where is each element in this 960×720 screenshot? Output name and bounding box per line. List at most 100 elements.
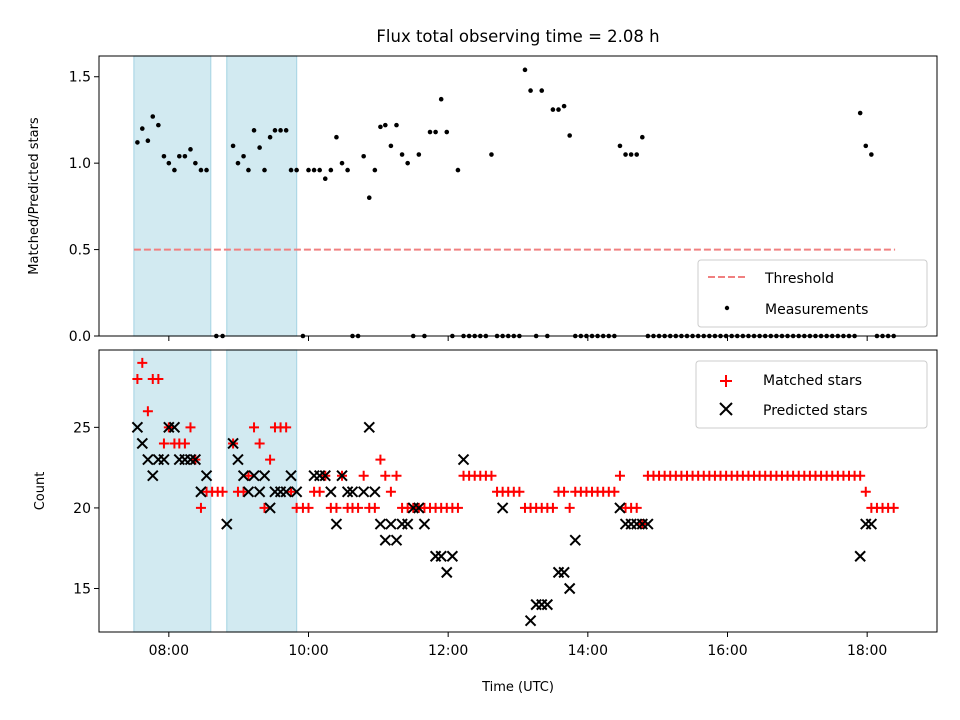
predicted-star-point (285, 469, 297, 482)
predicted-star-point (457, 453, 470, 466)
measurement-point (204, 167, 209, 173)
measurement-point (322, 176, 328, 182)
measurement-point (634, 152, 640, 157)
predicted-star-point (865, 518, 878, 530)
matched-star-point (564, 502, 575, 513)
measurement-point (135, 140, 140, 145)
predicted-star-point (290, 486, 303, 498)
top-panel-frame (98, 55, 938, 337)
matched-legend-swatch (720, 375, 732, 387)
matched-star-point (249, 422, 260, 433)
predicted-star-point (136, 437, 149, 450)
y-tick-label: 0.0 (69, 329, 91, 345)
predicted-star-point (346, 486, 359, 498)
measurement-point (139, 126, 145, 131)
matched-star-point (314, 486, 325, 497)
bottom-xlabel: Time (UTC) (481, 680, 554, 695)
measurement-point (567, 133, 572, 138)
measurement-point (283, 128, 289, 133)
measurement-point (869, 152, 874, 157)
predicted-star-point (390, 534, 403, 546)
predicted-star-point (242, 486, 255, 498)
predicted-star-point (221, 518, 233, 530)
measurement-point (235, 160, 241, 166)
y-tick-label: 1.0 (69, 156, 91, 172)
x-tick-label: 12:00 (428, 643, 468, 659)
measurement-point (251, 128, 257, 133)
measurement-point (345, 167, 350, 173)
measurement-point (156, 122, 161, 128)
measurement-point (539, 88, 545, 93)
measurement-point (399, 152, 405, 157)
matched-star-point (153, 374, 164, 385)
predicted-legend-swatch (719, 402, 733, 416)
measurement-point (489, 152, 494, 157)
measurement-point (372, 167, 378, 173)
measurement-point (561, 103, 567, 109)
bottom-legend-box (695, 360, 928, 429)
matched-star-point (331, 502, 342, 513)
measurement-point (640, 134, 645, 140)
predicted-star-point (195, 486, 207, 498)
matched-star-point (547, 502, 558, 513)
predicted-star-point (363, 421, 375, 434)
measurement-point (272, 128, 278, 133)
measurement-point (628, 152, 634, 157)
matched-star-point (265, 454, 276, 465)
predicted-star-point (258, 469, 271, 482)
x-tick-label: 08:00 (149, 643, 189, 659)
measurement-point (150, 114, 156, 119)
measurement-point (388, 143, 394, 149)
matched-star-point (195, 502, 206, 513)
matched-star-point (631, 502, 642, 513)
measurement-point (257, 145, 262, 150)
measurement-point (161, 153, 167, 159)
matched-star-point (609, 486, 620, 497)
measurement-point (863, 143, 869, 149)
matched-star-point (281, 422, 292, 433)
predicted-star-point (253, 486, 266, 498)
measurement-point (241, 153, 246, 159)
predicted-star-point (642, 518, 654, 530)
x-tick-label: 10:00 (288, 643, 328, 659)
predicted-star-point (854, 550, 866, 562)
y-tick-label: 15 (73, 581, 91, 597)
matched-star-point (238, 486, 249, 497)
predicted-star-point (563, 582, 576, 595)
shaded-interval (133, 349, 212, 633)
matched-star-point (486, 470, 497, 481)
measurement-point (267, 134, 273, 140)
top-ylabel: Matched/Predicted stars (27, 117, 42, 275)
predicted-star-point (248, 469, 260, 482)
predicted-star-point (341, 486, 354, 498)
predicted-star-point (401, 518, 414, 530)
measurement-point (556, 107, 561, 112)
matched-star-point (358, 470, 369, 481)
predicted-star-point (168, 421, 181, 434)
threshold-legend-label: Threshold (764, 271, 834, 287)
matched-star-point (514, 486, 525, 497)
measurement-point (416, 152, 422, 157)
matched-star-point (132, 374, 143, 385)
predicted-star-point (385, 518, 397, 530)
measurement-point (550, 107, 556, 112)
predicted-star-point (142, 453, 154, 466)
measurement-point (182, 153, 188, 159)
matched-star-point (243, 470, 254, 481)
measurement-point (339, 160, 345, 166)
predicted-star-point (280, 486, 292, 498)
measurement-point (383, 122, 388, 128)
predicted-star-point (496, 502, 509, 514)
measurement-point (294, 167, 299, 173)
measurement-point (444, 129, 450, 135)
predicted-star-point (336, 469, 348, 482)
predicted-star-point (413, 502, 425, 514)
matched-star-point (142, 406, 153, 417)
measurement-point (193, 160, 198, 166)
predicted-star-point (319, 469, 331, 482)
matched-star-point (385, 486, 396, 497)
predicted-legend-label: Predicted stars (763, 403, 868, 419)
measurement-point (166, 160, 172, 166)
predicted-star-point (325, 486, 337, 498)
